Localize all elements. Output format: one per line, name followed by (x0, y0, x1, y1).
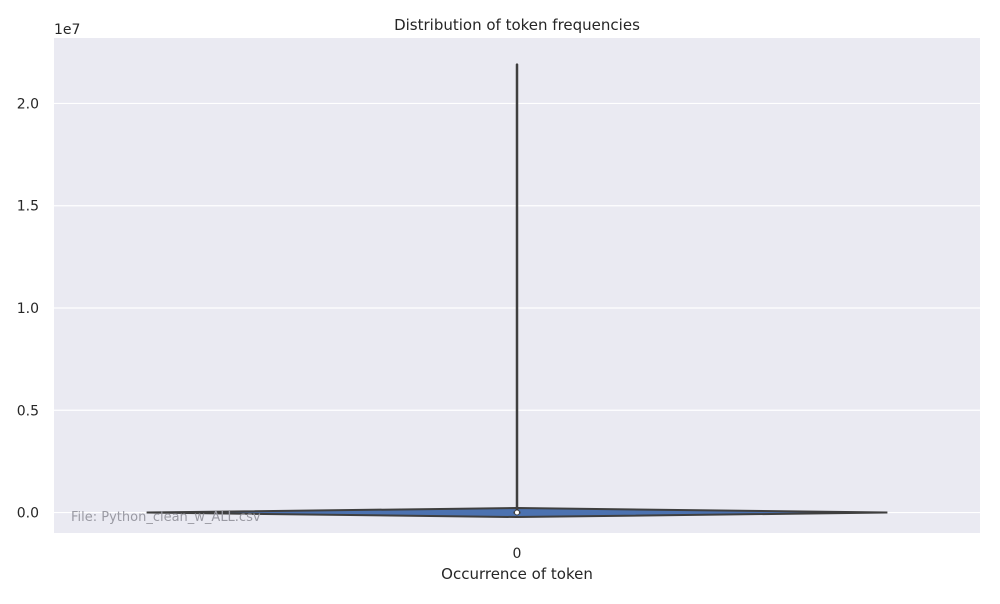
violin-group (146, 63, 888, 519)
y-tick-label: 1.5 (17, 199, 39, 215)
x-tick-label: 0 (513, 546, 522, 562)
y-tick-labels: 0.0 0.5 1.0 1.5 2.0 (17, 96, 39, 521)
x-tick-labels: 0 (513, 546, 522, 562)
chart-title: Distribution of token frequencies (394, 16, 640, 34)
violin-median-point (514, 509, 520, 516)
y-tick-label: 1.0 (17, 301, 39, 317)
file-annotation: File: Python_clean_w_ALL.csv (71, 510, 261, 525)
x-axis-label: Occurrence of token (441, 565, 593, 583)
y-tick-label: 0.0 (17, 506, 39, 522)
y-axis-offset-label: 1e7 (54, 22, 80, 38)
y-tick-label: 2.0 (17, 96, 39, 112)
y-tick-label: 0.5 (17, 403, 39, 419)
